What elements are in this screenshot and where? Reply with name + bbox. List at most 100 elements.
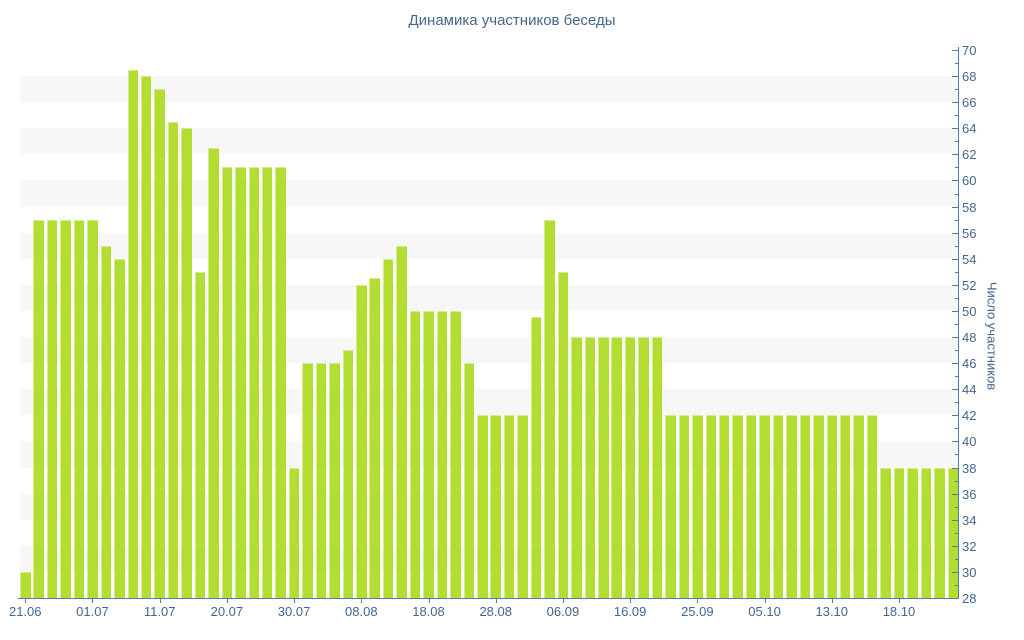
y-major-tick <box>952 180 958 182</box>
bar[interactable] <box>329 363 340 598</box>
bar[interactable] <box>356 284 367 598</box>
bar[interactable] <box>866 415 878 598</box>
bar[interactable] <box>194 271 206 598</box>
bar[interactable] <box>880 467 891 598</box>
bar[interactable] <box>624 337 636 598</box>
x-tick <box>294 599 296 603</box>
bar[interactable] <box>409 310 421 598</box>
y-minor-tick <box>955 245 958 247</box>
bar[interactable] <box>907 467 918 598</box>
y-tick-label: 66 <box>962 95 977 111</box>
y-tick-label: 62 <box>962 147 977 163</box>
bar[interactable] <box>853 415 864 598</box>
y-major-tick <box>952 232 958 234</box>
x-tick-label: 28.08 <box>479 604 512 619</box>
bar[interactable] <box>557 271 569 598</box>
bar[interactable] <box>396 245 407 598</box>
bar[interactable] <box>477 415 488 598</box>
y-tick-label: 44 <box>962 382 977 398</box>
bar[interactable] <box>705 415 717 598</box>
bar[interactable] <box>759 415 770 598</box>
x-tick-label: 16.09 <box>613 604 647 619</box>
bar[interactable] <box>248 167 259 598</box>
y-tick-label: 58 <box>962 199 977 215</box>
bar[interactable] <box>167 121 179 598</box>
bar[interactable] <box>315 363 327 598</box>
bar[interactable] <box>463 363 475 598</box>
bar[interactable] <box>665 415 676 598</box>
bar[interactable] <box>288 467 300 598</box>
bar[interactable] <box>20 571 31 598</box>
bar[interactable] <box>127 69 139 598</box>
y-minor-tick <box>955 167 958 169</box>
bar[interactable] <box>490 415 501 598</box>
bar[interactable] <box>839 415 851 598</box>
bar[interactable] <box>732 415 743 598</box>
bar[interactable] <box>826 415 838 598</box>
bar[interactable] <box>598 337 609 598</box>
bar[interactable] <box>46 219 58 598</box>
x-tick-label: 06.09 <box>546 604 580 619</box>
bar[interactable] <box>786 415 797 598</box>
bar[interactable] <box>813 415 824 598</box>
y-major-tick <box>952 50 958 51</box>
bar[interactable] <box>745 415 757 598</box>
bar[interactable] <box>302 363 313 598</box>
y-major-tick <box>952 206 958 208</box>
bar[interactable] <box>692 415 703 598</box>
y-minor-tick <box>955 532 958 534</box>
bar[interactable] <box>235 167 246 598</box>
x-tick <box>697 599 699 603</box>
bar[interactable] <box>60 219 71 598</box>
y-minor-tick <box>955 376 958 378</box>
y-tick-label: 64 <box>962 121 977 137</box>
x-tick <box>495 599 497 603</box>
y-minor-tick <box>955 584 958 586</box>
bar[interactable] <box>87 219 98 598</box>
bar[interactable] <box>114 258 125 598</box>
bar[interactable] <box>208 147 219 598</box>
bar[interactable] <box>920 467 932 598</box>
bar[interactable] <box>584 337 596 598</box>
bar[interactable] <box>140 76 152 598</box>
bar[interactable] <box>571 337 582 598</box>
x-tick <box>630 599 632 603</box>
bar[interactable] <box>261 167 273 598</box>
bar[interactable] <box>503 415 515 598</box>
bar[interactable] <box>100 245 112 598</box>
y-minor-tick <box>955 141 958 143</box>
y-major-tick <box>952 545 958 547</box>
y-major-tick <box>952 571 958 573</box>
bar[interactable] <box>450 310 461 598</box>
x-tick <box>898 599 900 603</box>
bar[interactable] <box>382 258 394 598</box>
y-minor-tick <box>955 428 958 430</box>
bar[interactable] <box>638 337 649 598</box>
bar[interactable] <box>934 467 945 598</box>
bar[interactable] <box>275 167 286 598</box>
bar[interactable] <box>799 415 811 598</box>
bar[interactable] <box>369 278 380 598</box>
bar[interactable] <box>651 337 663 598</box>
bar[interactable] <box>517 415 528 598</box>
bar[interactable] <box>611 337 622 598</box>
bar[interactable] <box>530 317 542 598</box>
bar[interactable] <box>423 310 434 598</box>
bar[interactable] <box>772 415 784 598</box>
bar[interactable] <box>436 310 448 598</box>
bar[interactable] <box>154 89 165 598</box>
bar[interactable] <box>718 415 730 598</box>
bar[interactable] <box>181 128 192 598</box>
bar[interactable] <box>73 219 85 598</box>
bar[interactable] <box>342 350 354 598</box>
bar[interactable] <box>678 415 690 598</box>
bar[interactable] <box>947 467 958 598</box>
y-tick-label: 36 <box>962 486 977 502</box>
y-tick-label: 42 <box>962 408 977 424</box>
bar[interactable] <box>221 167 233 598</box>
x-tick <box>428 599 430 603</box>
bar[interactable] <box>33 219 44 598</box>
bar[interactable] <box>893 467 905 598</box>
y-tick-label: 60 <box>962 173 977 189</box>
bar[interactable] <box>544 219 555 598</box>
